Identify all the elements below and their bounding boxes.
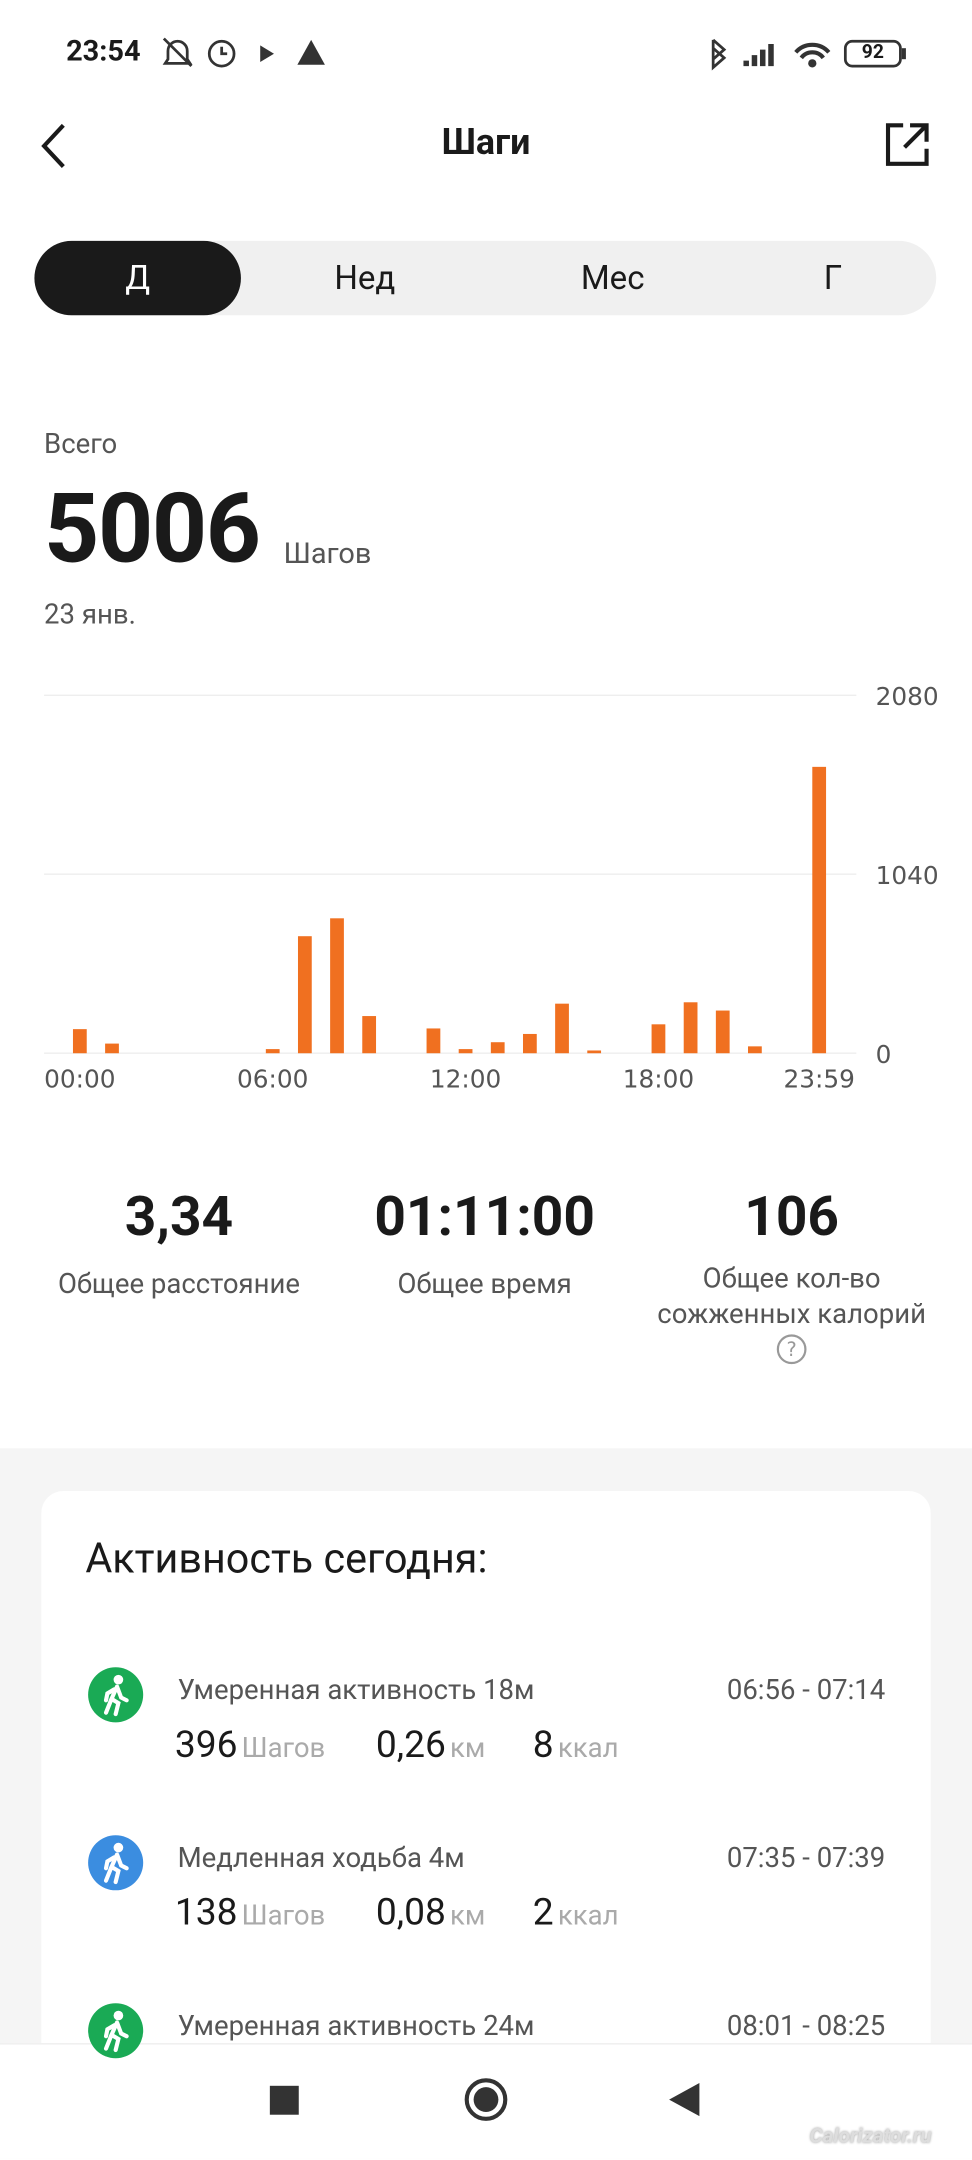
tab-day[interactable]: Д xyxy=(34,240,241,316)
stat-label: Общее кол-во xyxy=(702,1261,881,1295)
svg-text:?: ? xyxy=(787,1338,797,1361)
metric-unit: ккал xyxy=(557,1730,619,1764)
bar xyxy=(587,1050,602,1054)
stat-label: Общее расстояние xyxy=(57,1266,301,1300)
metric-unit: Шагов xyxy=(241,1898,326,1932)
x-tick-label: 23:59 xyxy=(783,1065,854,1094)
share-button[interactable] xyxy=(883,120,933,170)
activity-title: Активность сегодня: xyxy=(85,1535,488,1584)
back-button[interactable] xyxy=(36,121,77,171)
watermark: Calorizator.ru xyxy=(809,2122,932,2148)
status-icons xyxy=(162,37,325,68)
metric-value: 0,08 xyxy=(375,1890,446,1935)
recents-button[interactable] xyxy=(269,2085,299,2115)
metric-unit: км xyxy=(449,1730,486,1764)
chart: 0 1040 2080 00:00 06:00 12:00 18:00 23:59 xyxy=(44,682,939,1094)
bar xyxy=(426,1028,441,1054)
activity-icon xyxy=(88,1667,144,1723)
activity-name: Умеренная активность 24м xyxy=(177,2008,535,2042)
bar xyxy=(651,1024,666,1054)
x-tick-label: 12:00 xyxy=(430,1065,501,1094)
metric-value: 396 xyxy=(174,1722,238,1767)
bar xyxy=(683,1002,698,1054)
tab-week[interactable]: Нед xyxy=(334,258,396,298)
bar xyxy=(490,1042,505,1054)
activity-time: 07:35 - 07:39 xyxy=(726,1840,886,1874)
header-title: Шаги xyxy=(441,122,531,164)
bar xyxy=(72,1029,87,1054)
home-dot xyxy=(473,2087,499,2112)
metric: 396 Шагов xyxy=(175,1722,325,1766)
activity-name: Медленная ходьба 4м xyxy=(177,1840,465,1874)
bar xyxy=(555,1003,569,1054)
metric-unit: км xyxy=(449,1898,486,1932)
bar xyxy=(522,1033,537,1054)
bar xyxy=(748,1046,762,1054)
stat-label: сожженных калорий xyxy=(657,1296,927,1330)
status-right-icons xyxy=(711,38,906,71)
metric: 0,26 км xyxy=(376,1722,485,1766)
activity-card xyxy=(41,1491,931,2152)
home-button[interactable] xyxy=(464,2078,508,2121)
help-icon[interactable]: ? xyxy=(775,1333,808,1366)
status-time: 23:54 xyxy=(66,35,141,69)
metric-value: 138 xyxy=(174,1890,238,1935)
metric-value: 2 xyxy=(532,1890,554,1935)
y-tick-label: 0 xyxy=(876,1040,892,1069)
activity-icon xyxy=(88,1835,144,1891)
x-tick-label: 18:00 xyxy=(623,1065,694,1094)
bar xyxy=(105,1043,119,1054)
summary-unit: Шагов xyxy=(283,538,372,572)
tab-month[interactable]: Мес xyxy=(580,258,645,298)
y-tick-label: 2080 xyxy=(876,682,939,711)
metric: 138 Шагов xyxy=(175,1890,325,1934)
bar xyxy=(458,1049,473,1054)
x-tick-label: 00:00 xyxy=(44,1065,115,1094)
stat-value: 106 xyxy=(744,1184,840,1249)
activity-time: 06:56 - 07:14 xyxy=(726,1672,886,1706)
x-tick-label: 06:00 xyxy=(237,1065,308,1094)
bar xyxy=(812,766,827,1054)
activity-name: Умеренная активность 18м xyxy=(177,1672,535,1706)
metric: 0,08 км xyxy=(376,1890,485,1934)
summary-date: 23 янв. xyxy=(44,597,136,631)
bar xyxy=(362,1016,377,1054)
activity-icon xyxy=(88,2003,144,2059)
metric-unit: Шагов xyxy=(241,1730,326,1764)
stat-value: 01:11:00 xyxy=(374,1184,595,1249)
bar xyxy=(265,1049,280,1054)
bar xyxy=(715,1010,730,1054)
metric-value: 8 xyxy=(532,1722,554,1767)
metric-unit: ккал xyxy=(557,1898,619,1932)
metric: 8 ккал xyxy=(533,1722,619,1766)
bar xyxy=(297,936,312,1054)
summary-label: Всего xyxy=(44,426,118,460)
bar xyxy=(330,918,344,1054)
metric-value: 0,26 xyxy=(375,1722,446,1767)
stat-label: Общее время xyxy=(397,1266,572,1300)
y-tick-label: 1040 xyxy=(876,861,939,890)
metric: 2 ккал xyxy=(533,1890,619,1934)
stat-value: 3,34 xyxy=(124,1184,234,1249)
tab-year[interactable]: Г xyxy=(823,258,843,298)
nav-buttons xyxy=(269,2078,700,2121)
battery-level: 92 xyxy=(861,41,884,64)
summary-value: 5006 xyxy=(44,473,261,587)
activity-time: 08:01 - 08:25 xyxy=(726,2008,886,2042)
back-nav-button[interactable] xyxy=(669,2083,700,2117)
